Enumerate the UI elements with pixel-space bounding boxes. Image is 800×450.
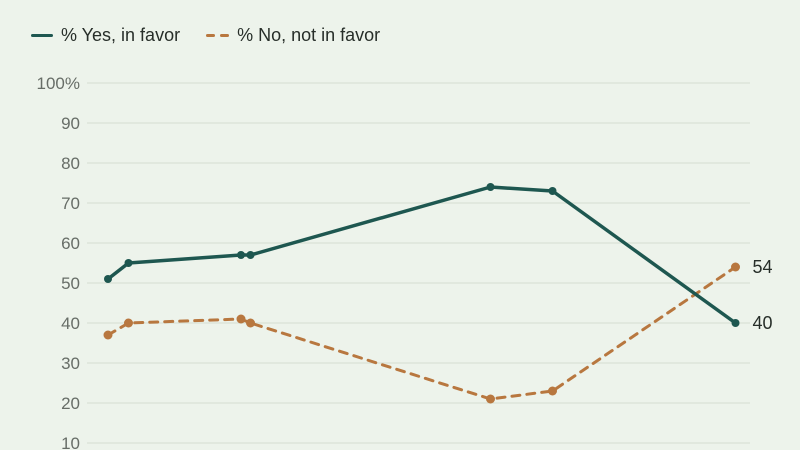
data-point-no	[486, 394, 495, 404]
legend-label-yes: % Yes, in favor	[61, 25, 181, 45]
y-tick-label: 20	[61, 394, 80, 413]
data-point-yes	[548, 187, 557, 195]
data-point-no	[124, 318, 133, 328]
legend-dash	[220, 33, 230, 38]
data-point-yes	[731, 319, 740, 327]
legend-item-no: % No, not in favor	[206, 25, 380, 46]
y-tick-label: 100%	[37, 74, 80, 93]
y-tick-label: 60	[61, 234, 80, 253]
legend-label-no: % No, not in favor	[237, 25, 381, 45]
data-point-no	[236, 314, 246, 324]
y-tick-label: 10	[61, 434, 80, 450]
series-line-no	[106, 265, 737, 401]
data-point-yes	[124, 259, 133, 267]
data-point-no	[246, 318, 255, 328]
legend-dash	[206, 33, 216, 38]
data-point-no	[103, 330, 113, 340]
data-point-no	[548, 386, 557, 396]
data-point-yes	[246, 251, 255, 259]
chart-legend: % Yes, in favor % No, not in favor	[31, 25, 380, 46]
y-tick-label: 30	[61, 354, 80, 373]
data-point-yes	[104, 275, 112, 283]
y-tick-label: 40	[61, 314, 80, 333]
y-tick-label: 70	[61, 194, 80, 213]
data-point-yes	[486, 183, 495, 191]
data-point-yes	[237, 251, 245, 259]
legend-swatch-yes-line	[31, 33, 53, 38]
y-tick-label: 80	[61, 154, 80, 173]
series-end-label-yes: 40	[753, 313, 773, 333]
data-point-no	[731, 262, 740, 272]
legend-item-yes: % Yes, in favor	[31, 25, 180, 46]
y-tick-label: 50	[61, 274, 80, 293]
series-end-label-no: 54	[753, 257, 773, 277]
legend-swatch-no-line	[206, 33, 230, 38]
y-tick-label: 90	[61, 114, 80, 133]
series-line-yes	[106, 185, 738, 325]
